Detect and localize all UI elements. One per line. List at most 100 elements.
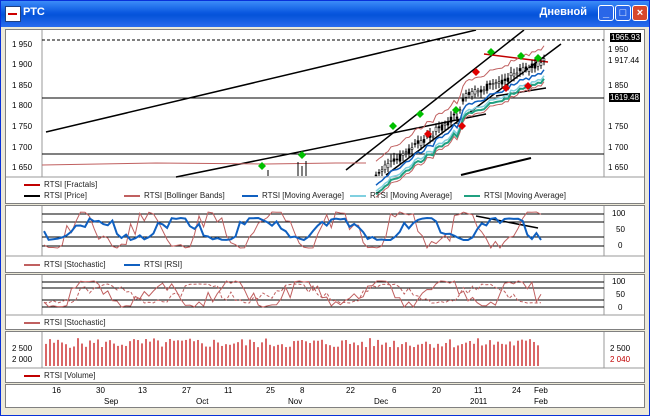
y-tick: 50 (616, 290, 625, 299)
x-tick-month: Nov (288, 397, 303, 406)
fractal-up-marker (298, 151, 306, 159)
candle-body (434, 126, 438, 132)
fractal-up-marker (517, 52, 525, 60)
trend-line-low (460, 157, 532, 176)
candle-body (479, 89, 483, 93)
x-tick-day: Feb (534, 386, 548, 395)
minimize-button[interactable]: _ (598, 5, 614, 21)
bollinger-bands (41, 45, 545, 198)
legend-item[interactable]: RTSI [Stochastic] (24, 260, 106, 269)
x-tick-day: 6 (392, 386, 397, 395)
rsi-chart[interactable] (6, 206, 644, 272)
x-tick-day: 11 (474, 386, 483, 395)
candle-body (374, 174, 378, 177)
x-tick-month: Sep (104, 397, 119, 406)
candle-body (506, 77, 510, 82)
y-tick: 1 750 (12, 122, 33, 131)
y-tick: 50 (616, 225, 625, 234)
candle-body (440, 124, 444, 131)
candle-body (437, 126, 441, 129)
y-tick-right: 1 700 (608, 143, 629, 152)
candle-body (515, 72, 519, 75)
volume-bars (45, 338, 539, 366)
candle-body (482, 89, 486, 92)
trend-line-mid (175, 113, 487, 178)
x-axis[interactable]: 16 30 13 27 11 25 8 22 6 20 11 24 Feb Se… (5, 384, 645, 408)
trend-line-long (45, 30, 477, 133)
price-tag-mid: 1 917.44 (608, 56, 640, 65)
volume-panel[interactable]: 2 500 2 000 2 500 2 040 RTSI [Volume] (5, 331, 645, 383)
fractal-down-marker (524, 82, 532, 90)
y-tick-right: 1 950 (608, 45, 629, 54)
x-tick-month: 2011 (470, 397, 488, 406)
rsi-panel[interactable]: 100 50 0 RTSI [Stochastic] RTSI [RSI] (5, 205, 645, 273)
fractal-up-marker (487, 48, 495, 56)
candle-body (455, 116, 459, 119)
stochastic-d-line (43, 283, 542, 304)
candle-body (518, 68, 522, 72)
y-tick: 1 950 (12, 40, 33, 49)
volume-chart[interactable] (6, 332, 644, 382)
close-button[interactable]: × (632, 5, 648, 21)
y-tick: 0 (618, 241, 623, 250)
candle-body (509, 72, 513, 76)
price-panel[interactable]: 1 950 1 900 1 850 1 800 1 750 1 700 1 65… (5, 29, 645, 204)
candle-body (491, 83, 495, 85)
legend-item[interactable]: RTSI [Fractals] (24, 180, 97, 189)
legend-item[interactable]: RTSI [Stochastic] (24, 318, 106, 327)
y-tick: 100 (612, 209, 626, 218)
window-title: РТС (23, 6, 45, 18)
chart-app-icon (5, 6, 21, 22)
candle-body (416, 140, 420, 144)
legend-item[interactable]: RTSI [Price] (24, 191, 87, 200)
legend-item[interactable]: RTSI [Moving Average] (242, 191, 344, 200)
candle-body (500, 79, 504, 85)
candle-body (452, 113, 456, 116)
stochastic-chart[interactable] (6, 275, 644, 329)
y-tick: 1 900 (12, 60, 33, 69)
candle-body (401, 153, 405, 156)
bollinger-flat (41, 162, 366, 166)
y-tick: 1 850 (12, 81, 33, 90)
x-tick-day: 20 (432, 386, 441, 395)
rsi-legend: RTSI [Stochastic] RTSI [RSI] (6, 260, 644, 270)
price-candles (267, 54, 546, 177)
legend-item[interactable]: RTSI [RSI] (124, 260, 182, 269)
candle-body (524, 66, 528, 70)
bollinger-upper (375, 45, 545, 162)
legend-item[interactable]: RTSI [Moving Average] (464, 191, 566, 200)
candle-body (494, 82, 498, 84)
candle-body (461, 98, 465, 102)
stochastic-legend: RTSI [Stochastic] (6, 318, 644, 328)
maximize-button[interactable]: □ (615, 5, 631, 21)
candle-body (464, 93, 468, 98)
candle-body (539, 62, 543, 66)
legend-item[interactable]: RTSI [Moving Average] (350, 191, 452, 200)
y-tick: 1 800 (12, 101, 33, 110)
fractal-up-marker (452, 106, 460, 114)
stochastic-k-line (43, 280, 542, 308)
volume-value: 2 040 (610, 355, 631, 364)
candle-body (530, 63, 534, 68)
candle-body (527, 67, 531, 72)
x-tick-day: 27 (182, 386, 191, 395)
y-tick-right: 1 850 (608, 81, 629, 90)
candle-body (533, 63, 537, 69)
candle-body (419, 140, 423, 146)
title-bar[interactable]: РТС Дневной _ □ × (1, 1, 649, 27)
legend-item[interactable]: RTSI [Volume] (24, 371, 95, 380)
candle-body (443, 123, 447, 126)
fractal-down-marker (472, 68, 480, 76)
candle-body (386, 163, 390, 168)
timeframe-label: Дневной (539, 6, 588, 18)
candle-body (404, 151, 408, 154)
price-chart[interactable] (6, 30, 644, 203)
y-tick-right: 1 650 (608, 163, 629, 172)
stochastic-panel[interactable]: 100 50 0 RTSI [Stochastic] (5, 274, 645, 330)
candle-body (497, 81, 501, 84)
candle-body (431, 135, 435, 138)
candle-body (422, 139, 426, 143)
fractal-up-marker (258, 162, 266, 170)
legend-item[interactable]: RTSI [Bollinger Bands] (124, 191, 225, 200)
